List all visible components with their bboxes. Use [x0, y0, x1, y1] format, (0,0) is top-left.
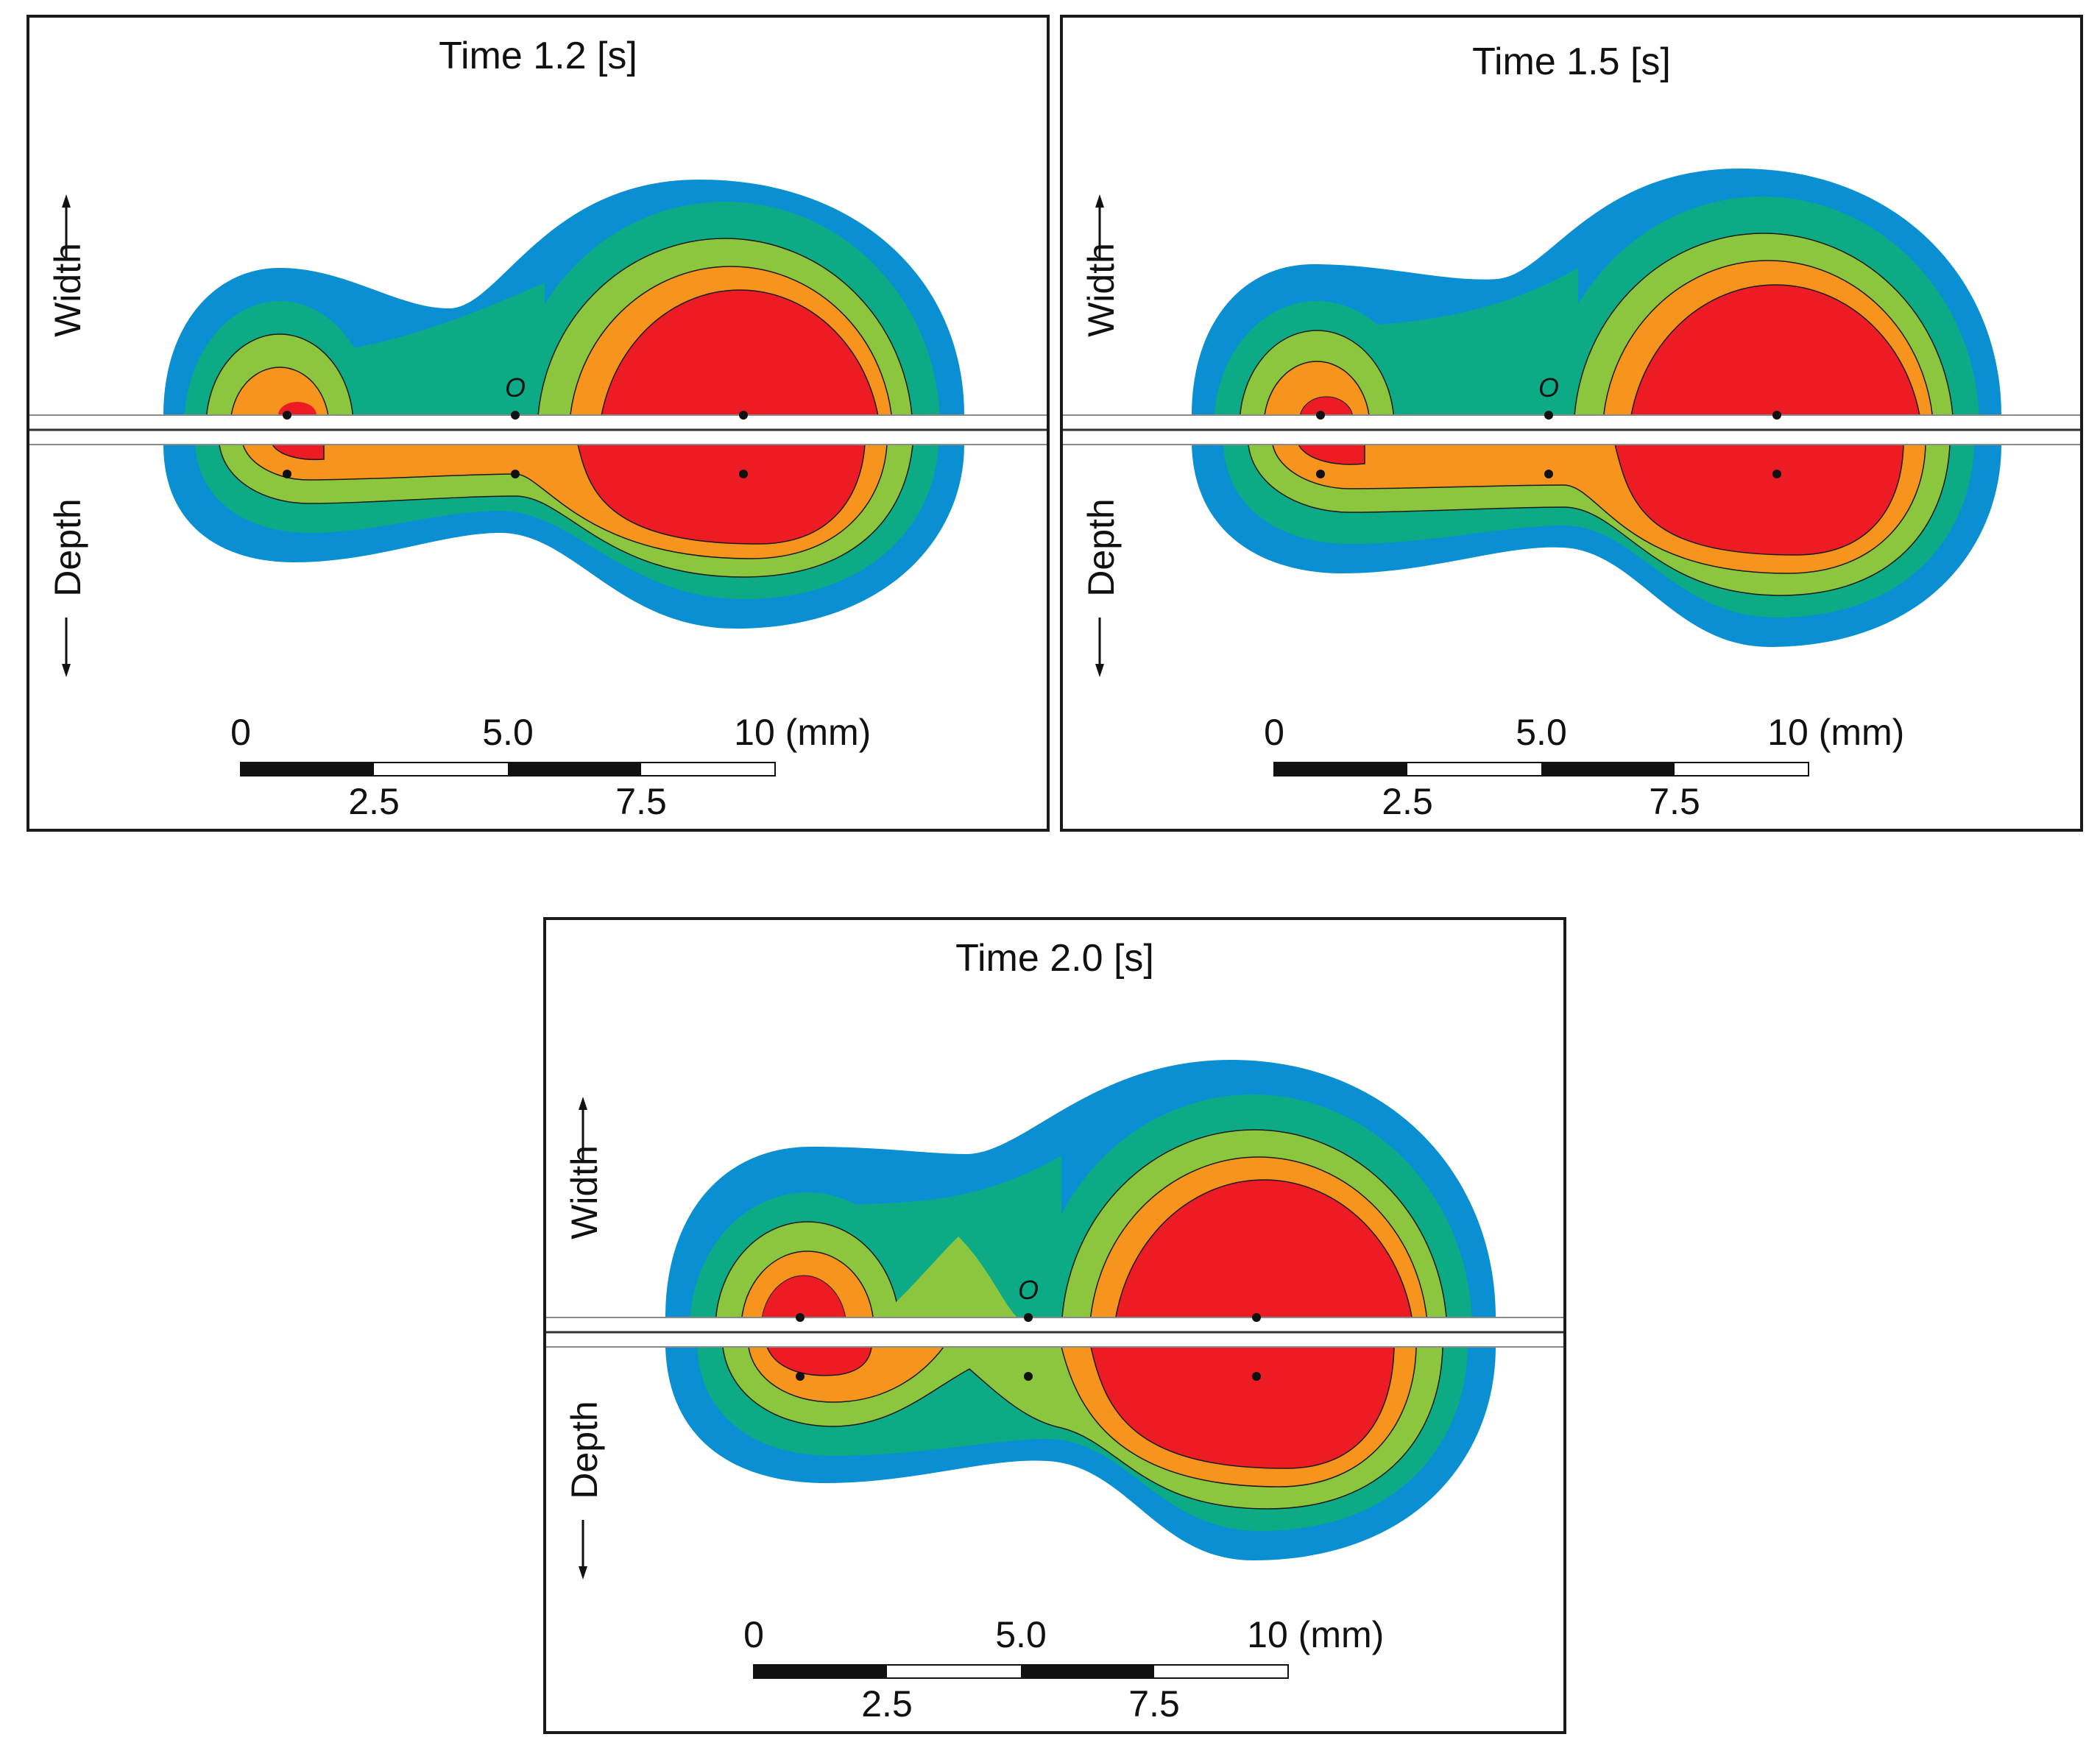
scale-label-10: 10 (mm)	[1247, 1614, 1385, 1655]
scale-bar	[1273, 762, 1809, 777]
scale-bar	[240, 762, 776, 777]
scale-label-7-5: 7.5	[615, 781, 667, 822]
origin-label: O	[1538, 372, 1560, 403]
scale-label-5: 5.0	[482, 712, 534, 753]
scale-label-2-5: 2.5	[861, 1683, 913, 1725]
depth-half-contours	[163, 445, 964, 629]
width-half-contours	[1192, 169, 2001, 415]
scale-label-0: 0	[1264, 712, 1284, 753]
panel-title: Time 2.0 [s]	[955, 937, 1154, 980]
contour-plot-1-2	[29, 180, 1047, 777]
symmetry-strip	[29, 414, 1047, 445]
width-axis-label: Width	[1081, 243, 1122, 337]
depth-axis-label: Depth	[47, 498, 88, 597]
measurement-points	[1316, 411, 1781, 478]
scale-label-5: 5.0	[995, 1614, 1047, 1655]
scale-label-7-5: 7.5	[1649, 781, 1700, 822]
width-axis-label: Width	[47, 243, 88, 337]
core	[272, 445, 866, 545]
width-half-contours	[163, 180, 964, 415]
scale-label-7-5: 7.5	[1128, 1683, 1180, 1725]
depth-half-contours	[1192, 445, 2001, 647]
scale-label-2-5: 2.5	[348, 781, 400, 822]
core	[766, 1347, 1395, 1469]
panel-time-2-0: Time 2.0 [s] Width Depth O 0 5.0 10 (mm)…	[543, 917, 1566, 1734]
symmetry-strip	[1063, 414, 2080, 445]
depth-axis-label: Depth	[1081, 498, 1122, 597]
axis-arrows	[579, 1097, 587, 1580]
scale-bar	[753, 1664, 1289, 1679]
origin-label: O	[505, 372, 526, 403]
core-right	[601, 289, 879, 415]
width-half-contours	[665, 1060, 1496, 1317]
scale-label-10: 10 (mm)	[734, 712, 872, 753]
symmetry-strip	[546, 1317, 1563, 1348]
scale-label-2-5: 2.5	[1382, 781, 1433, 822]
depth-axis-label: Depth	[564, 1401, 605, 1499]
contour-band-3-bridge	[877, 1237, 1017, 1317]
panel-title: Time 1.5 [s]	[1472, 40, 1671, 83]
measurement-points	[796, 1313, 1261, 1381]
core-left	[1299, 396, 1354, 415]
contour-plot-2-0	[546, 1060, 1563, 1679]
core-right	[1115, 1179, 1413, 1317]
width-axis-label: Width	[564, 1145, 605, 1239]
depth-half-contours	[665, 1347, 1496, 1560]
core	[1298, 445, 1904, 556]
axis-arrows	[1095, 194, 1104, 677]
core-right	[1630, 284, 1920, 415]
core-left	[761, 1275, 846, 1317]
panel-time-1-2: Time 1.2 [s] Width Depth O 0 5.0 10 (mm)…	[26, 15, 1050, 832]
origin-label: O	[1018, 1275, 1039, 1305]
measurement-points	[283, 411, 748, 478]
panel-time-1-5: Time 1.5 [s] Width Depth O 0 5.0 10 (mm)…	[1060, 15, 2083, 832]
scale-label-0: 0	[743, 1614, 764, 1655]
scale-label-0: 0	[230, 712, 251, 753]
scale-label-5: 5.0	[1516, 712, 1567, 753]
panel-title: Time 1.2 [s]	[439, 35, 637, 77]
contour-plot-1-5	[1063, 169, 2080, 777]
axis-arrows	[62, 194, 71, 677]
scale-label-10: 10 (mm)	[1767, 712, 1905, 753]
